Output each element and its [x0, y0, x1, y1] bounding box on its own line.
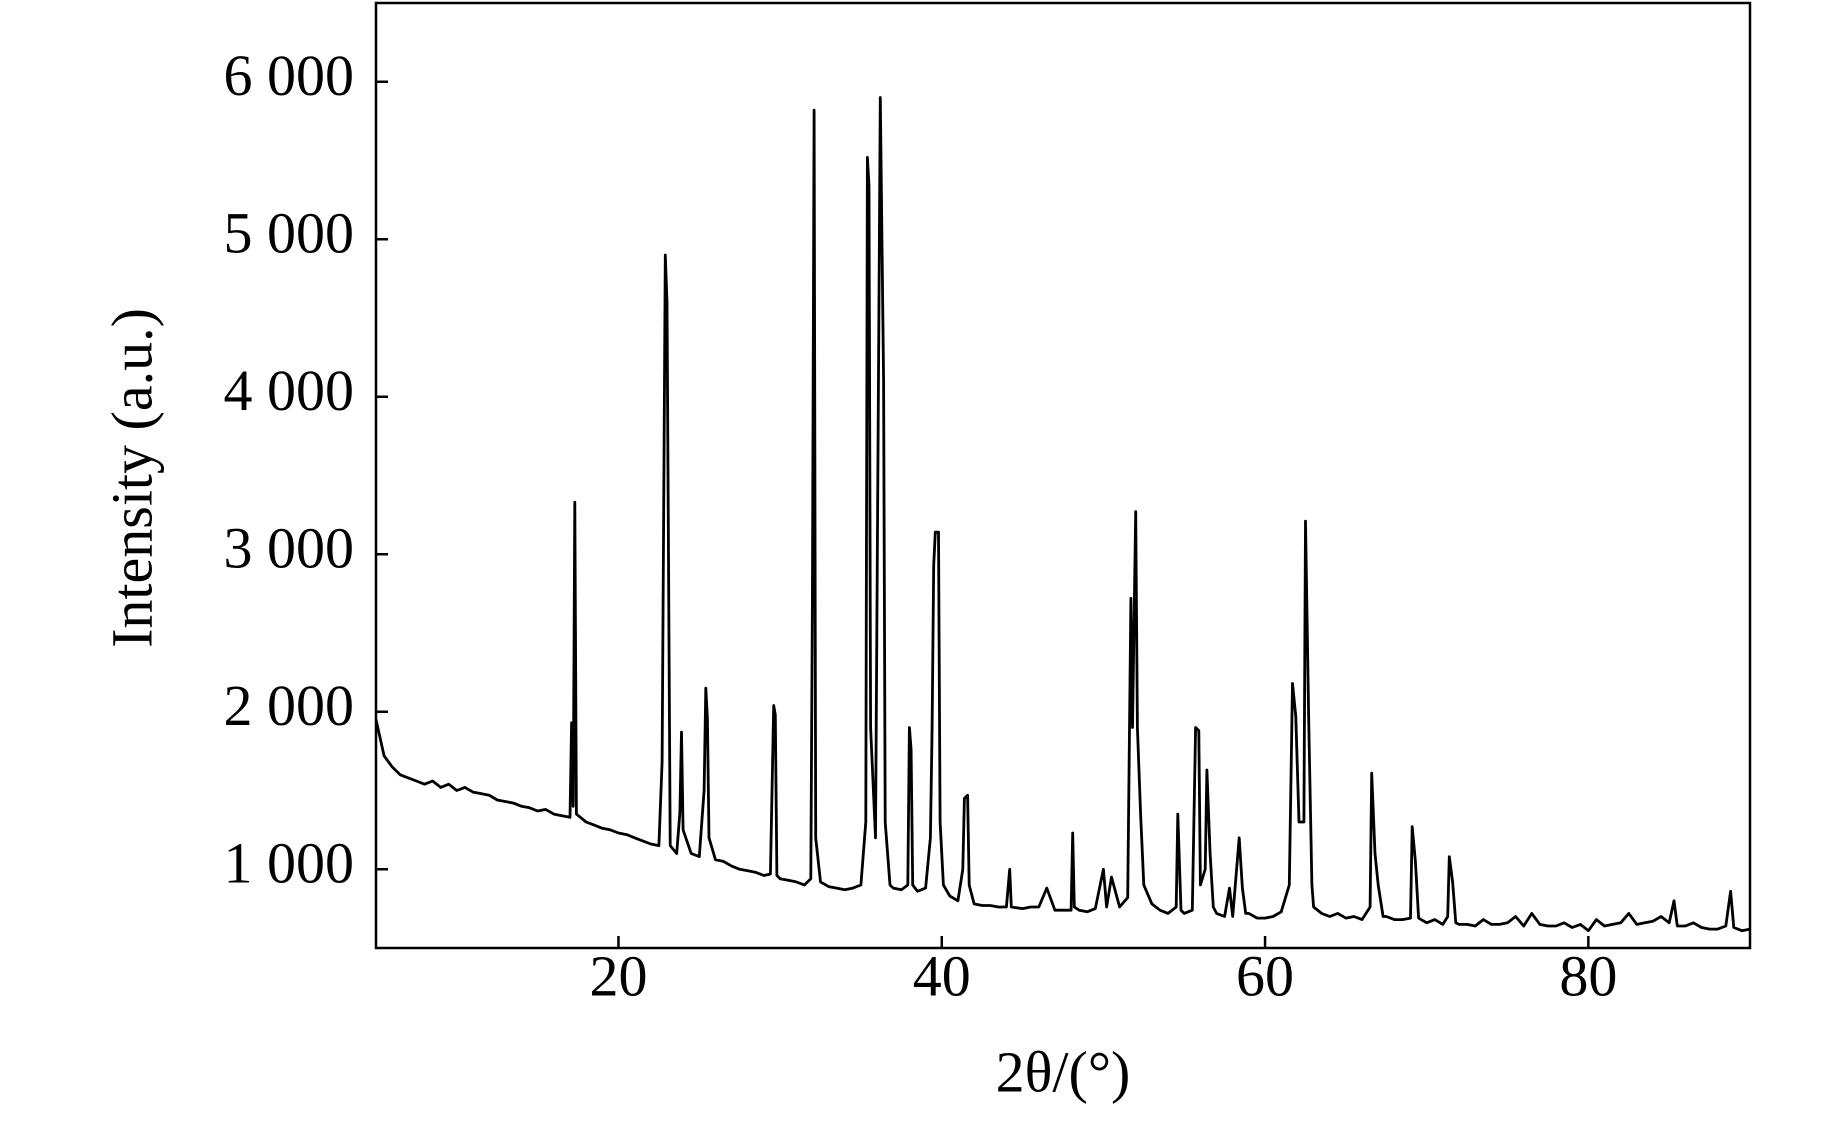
x-tick-label: 80 [1559, 943, 1617, 1008]
y-tick-label: 3 000 [224, 516, 355, 581]
plot-frame [374, 1, 1752, 950]
x-tick-label: 40 [913, 943, 971, 1008]
y-tick-label: 2 000 [224, 673, 355, 738]
x-tick-label: 60 [1236, 943, 1294, 1008]
x-axis-label: 2θ/(°) [996, 1039, 1131, 1104]
y-tick-label: 6 000 [224, 43, 355, 108]
y-tick-label: 4 000 [224, 358, 355, 423]
y-tick-label: 1 000 [224, 831, 355, 896]
x-tick-label: 20 [589, 943, 647, 1008]
y-tick-label: 5 000 [224, 201, 355, 266]
data-line [374, 96, 1751, 933]
y-axis-label: Intensity (a.u.) [99, 308, 164, 648]
